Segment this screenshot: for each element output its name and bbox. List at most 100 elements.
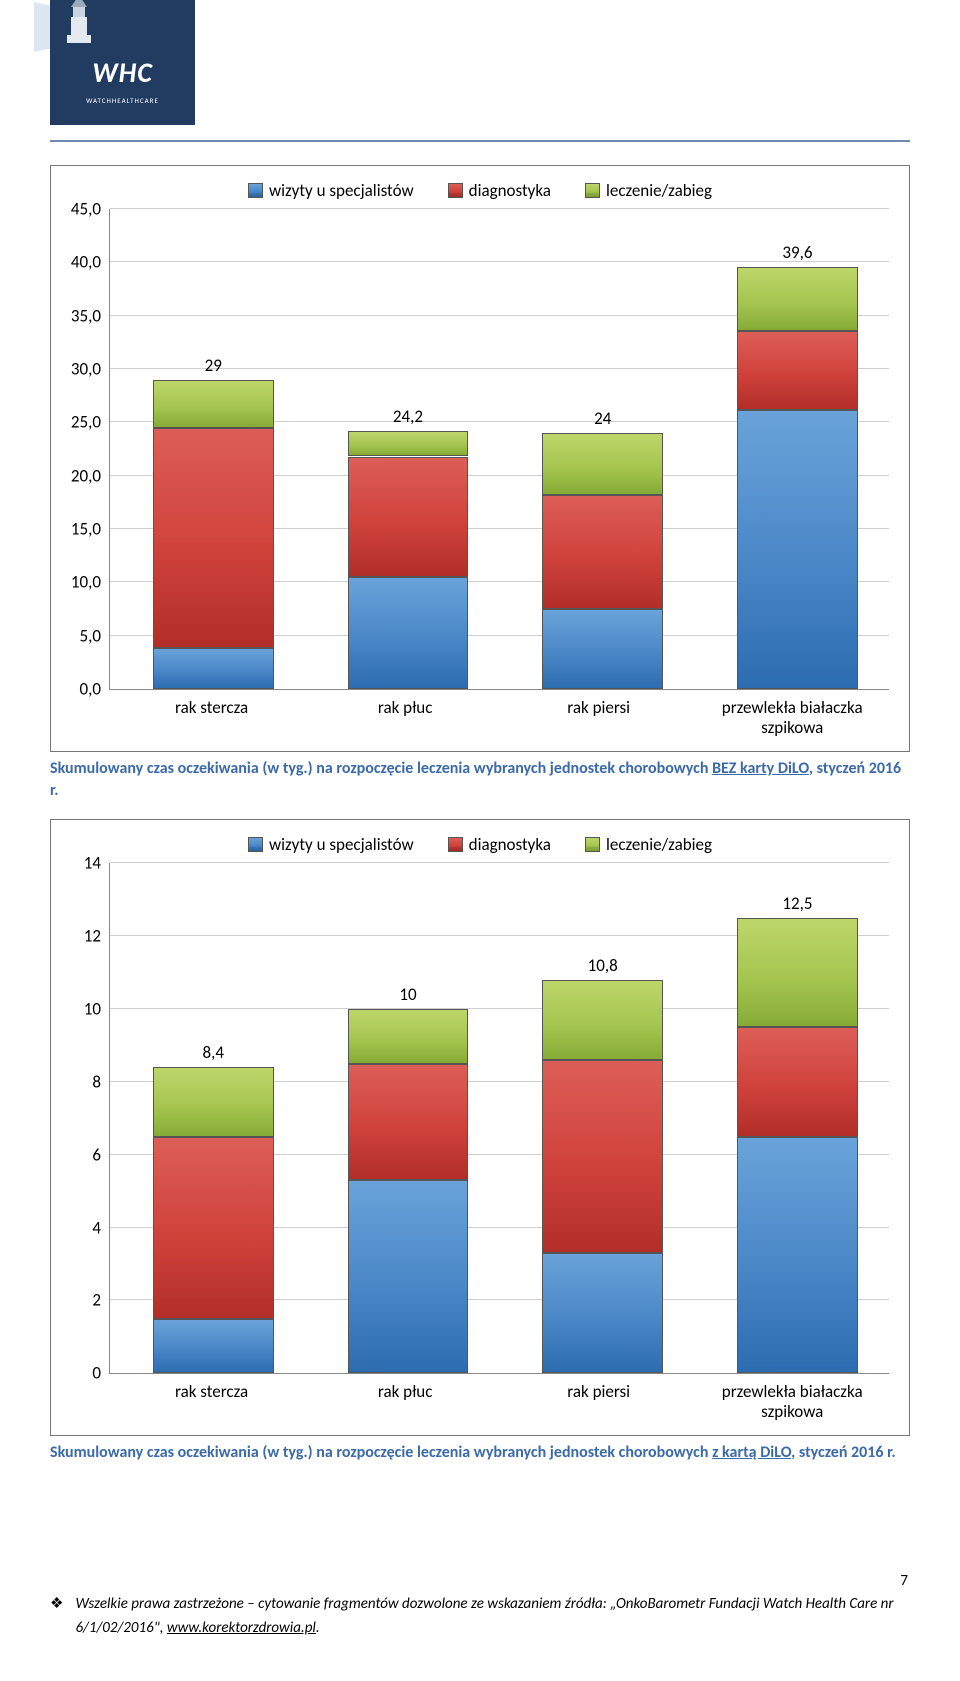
legend-label-treat: leczenie/zabieg [606,180,712,201]
chart-1-plot: 29 24,2 24 39,6 [109,209,889,690]
xtick: przewlekła białaczkaszpikowa [695,690,889,737]
ytick: 4 [51,1217,101,1238]
legend-label-visits: wizyty u specjalistów [269,834,414,855]
caption-1: Skumulowany czas oczekiwania (w tyg.) na… [50,752,910,819]
legend-item-diag: diagnostyka [448,180,551,201]
page-header: WHC WATCHHEALTHCARE [0,0,960,145]
bar-segment-blue [542,1253,663,1373]
ytick: 10,0 [51,572,101,593]
legend-item-visits: wizyty u specjalistów [248,180,414,201]
ytick: 40,0 [51,252,101,273]
bar-group: 29 [153,380,274,689]
chart-2-plot: 8,4 10 10,8 12,5 [109,863,889,1374]
bar-total-label: 12,5 [737,893,858,918]
ytick: 35,0 [51,305,101,326]
chart-2-legend: wizyty u specjalistów diagnostyka leczen… [51,820,909,863]
ytick: 0 [51,1363,101,1384]
logo-text: WHC [50,55,195,90]
xtick: rak piersi [502,1374,696,1421]
bar-segment-red [348,1064,469,1181]
bar-group: 10,8 [542,980,663,1373]
bar-segment-green [348,1009,469,1064]
bar-segment-green [737,267,858,331]
ytick: 30,0 [51,359,101,380]
bar-segment-green [737,918,858,1027]
bar-group: 24,2 [348,431,469,689]
legend-item-treat: leczenie/zabieg [585,180,712,201]
bar-segment-red [737,331,858,410]
legend-swatch-blue [248,183,263,198]
bar-segment-blue [737,1137,858,1374]
legend-swatch-green [585,837,600,852]
chart-1-legend: wizyty u specjalistów diagnostyka leczen… [51,166,909,209]
legend-label-diag: diagnostyka [469,834,551,855]
ytick: 14 [51,853,101,874]
xtick: rak stercza [115,1374,309,1421]
bar-segment-red [737,1027,858,1136]
legend-item-visits: wizyty u specjalistów [248,834,414,855]
legend-label-diag: diagnostyka [469,180,551,201]
ytick: 15,0 [51,519,101,540]
bar-segment-green [348,431,469,457]
bar-segment-red [153,1137,274,1319]
legend-label-visits: wizyty u specjalistów [269,180,414,201]
bar-segment-red [542,495,663,609]
bar-segment-green [153,380,274,428]
chart-2-yaxis: 02468101214 [51,863,109,1373]
gridline [110,862,889,863]
bar-group: 39,6 [737,267,858,689]
footnote-text: Wszelkie prawa zastrzeżone – cytowanie f… [75,1592,910,1640]
footnote-link: www.korektorzdrowia.pl [167,1619,316,1637]
xtick: rak płuc [308,690,502,737]
logo: WHC WATCHHEALTHCARE [50,0,195,125]
footnote-text-b: . [316,1619,320,1637]
xtick: rak płuc [308,1374,502,1421]
bar-group: 10 [348,1009,469,1373]
chart-2-xaxis: rak sterczarak płucrak piersiprzewlekła … [51,1374,889,1435]
bar-segment-blue [153,1319,274,1374]
footnote-bullet-icon: ❖ [50,1592,63,1616]
bar-total-label: 24,2 [348,406,469,431]
bar-group: 8,4 [153,1067,274,1373]
page-footer: 7 ❖ Wszelkie prawa zastrzeżone – cytowan… [0,1482,960,1640]
gridline [110,208,889,209]
xtick: przewlekła białaczkaszpikowa [695,1374,889,1421]
bar-segment-red [542,1060,663,1253]
caption-2: Skumulowany czas oczekiwania (w tyg.) na… [50,1436,910,1482]
legend-item-diag: diagnostyka [448,834,551,855]
xtick: rak piersi [502,690,696,737]
caption-2-prefix: Skumulowany czas oczekiwania (w tyg.) na… [50,1443,712,1462]
lighthouse-icon [65,0,93,45]
caption-2-suffix: , styczeń 2016 r. [791,1443,896,1462]
ytick: 12 [51,926,101,947]
bar-total-label: 10,8 [542,955,663,980]
bar-group: 24 [542,433,663,689]
ytick: 8 [51,1071,101,1092]
bar-segment-green [542,980,663,1060]
chart-2: wizyty u specjalistów diagnostyka leczen… [50,819,910,1436]
bar-total-label: 10 [348,984,469,1009]
legend-label-treat: leczenie/zabieg [606,834,712,855]
bar-segment-blue [348,577,469,689]
bar-total-label: 8,4 [153,1042,274,1067]
caption-2-underline: z kartą DiLO [712,1443,791,1462]
bar-segment-blue [737,410,858,689]
bar-total-label: 39,6 [737,242,858,267]
xtick: rak stercza [115,690,309,737]
bar-segment-green [153,1067,274,1136]
bar-segment-green [542,433,663,495]
bar-segment-blue [348,1180,469,1373]
ytick: 0,0 [51,679,101,700]
chart-1-xaxis: rak sterczarak płucrak piersiprzewlekła … [51,690,889,751]
legend-swatch-red [448,183,463,198]
ytick: 20,0 [51,465,101,486]
caption-1-underline: BEZ karty DiLO [712,759,809,778]
bar-segment-red [153,428,274,649]
ytick: 2 [51,1290,101,1311]
bar-segment-blue [153,648,274,689]
bar-segment-red [348,457,469,578]
header-rule [50,140,910,142]
bar-group: 12,5 [737,918,858,1373]
ytick: 5,0 [51,625,101,646]
page-number: 7 [900,1572,908,1590]
